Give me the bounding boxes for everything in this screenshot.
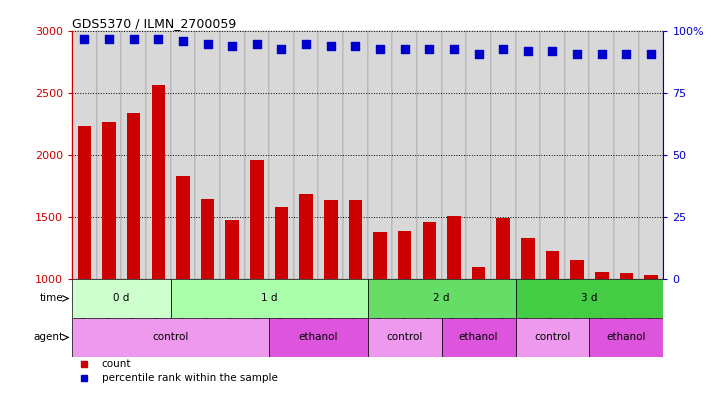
Point xyxy=(596,51,608,57)
Text: 1 d: 1 d xyxy=(261,294,278,303)
Bar xyxy=(491,31,516,279)
Point xyxy=(497,46,509,52)
Bar xyxy=(570,261,584,279)
Bar xyxy=(392,31,417,279)
Bar xyxy=(645,275,658,279)
Bar xyxy=(447,216,461,279)
Point xyxy=(79,36,90,42)
Point xyxy=(374,46,386,52)
Point xyxy=(350,43,361,50)
Bar xyxy=(398,231,412,279)
Bar xyxy=(373,232,386,279)
Point xyxy=(153,36,164,42)
Point xyxy=(128,36,139,42)
Bar xyxy=(639,31,663,279)
Text: percentile rank within the sample: percentile rank within the sample xyxy=(102,373,278,383)
Bar xyxy=(72,279,171,318)
Text: ethanol: ethanol xyxy=(459,332,498,342)
Point xyxy=(202,40,213,47)
Bar xyxy=(516,279,663,318)
Point xyxy=(301,40,312,47)
Point xyxy=(645,51,657,57)
Bar xyxy=(349,200,362,279)
Point xyxy=(251,40,262,47)
Text: GDS5370 / ILMN_2700059: GDS5370 / ILMN_2700059 xyxy=(72,17,236,30)
Text: 2 d: 2 d xyxy=(433,294,450,303)
Bar xyxy=(343,31,368,279)
Bar xyxy=(127,113,141,279)
Bar xyxy=(319,31,343,279)
Bar xyxy=(275,207,288,279)
Text: ethanol: ethanol xyxy=(606,332,646,342)
Bar xyxy=(97,31,121,279)
Text: 3 d: 3 d xyxy=(581,294,598,303)
Bar xyxy=(244,31,269,279)
Point xyxy=(423,46,435,52)
Text: count: count xyxy=(102,359,131,369)
Point xyxy=(177,38,189,44)
Text: 0 d: 0 d xyxy=(113,294,130,303)
Bar xyxy=(441,31,466,279)
Bar xyxy=(546,251,559,279)
Bar xyxy=(417,31,441,279)
Text: time: time xyxy=(40,294,63,303)
Bar xyxy=(423,222,436,279)
Bar xyxy=(497,219,510,279)
Bar xyxy=(516,31,540,279)
Point xyxy=(621,51,632,57)
Bar xyxy=(595,272,609,279)
Bar xyxy=(151,84,165,279)
Bar xyxy=(226,220,239,279)
Point xyxy=(399,46,410,52)
Bar xyxy=(121,31,146,279)
Bar xyxy=(565,31,590,279)
Bar xyxy=(171,31,195,279)
Bar xyxy=(269,318,368,357)
Bar xyxy=(146,31,171,279)
Text: control: control xyxy=(534,332,570,342)
Bar xyxy=(368,279,516,318)
Bar xyxy=(250,160,264,279)
Bar xyxy=(472,266,485,279)
Point xyxy=(275,46,287,52)
Bar xyxy=(590,318,663,357)
Bar xyxy=(614,31,639,279)
Text: agent: agent xyxy=(33,332,63,342)
Bar xyxy=(294,31,319,279)
Point xyxy=(448,46,460,52)
Bar xyxy=(171,279,368,318)
Point xyxy=(547,48,558,54)
Bar xyxy=(521,238,534,279)
Bar xyxy=(368,318,441,357)
Point xyxy=(522,48,534,54)
Bar xyxy=(540,31,565,279)
Bar xyxy=(195,31,220,279)
Bar xyxy=(590,31,614,279)
Point xyxy=(103,36,115,42)
Bar xyxy=(269,31,294,279)
Text: control: control xyxy=(152,332,189,342)
Text: ethanol: ethanol xyxy=(298,332,338,342)
Bar xyxy=(466,31,491,279)
Bar xyxy=(78,125,91,279)
Bar xyxy=(368,31,392,279)
Point xyxy=(226,43,238,50)
Point xyxy=(325,43,337,50)
Bar xyxy=(176,176,190,279)
Text: control: control xyxy=(386,332,423,342)
Bar xyxy=(299,194,313,279)
Bar xyxy=(619,273,633,279)
Point xyxy=(571,51,583,57)
Bar xyxy=(220,31,244,279)
Point xyxy=(473,51,485,57)
Bar xyxy=(441,318,516,357)
Bar xyxy=(72,318,269,357)
Bar xyxy=(324,200,337,279)
Bar xyxy=(102,122,116,279)
Bar xyxy=(516,318,590,357)
Bar xyxy=(72,31,97,279)
Bar xyxy=(201,198,214,279)
